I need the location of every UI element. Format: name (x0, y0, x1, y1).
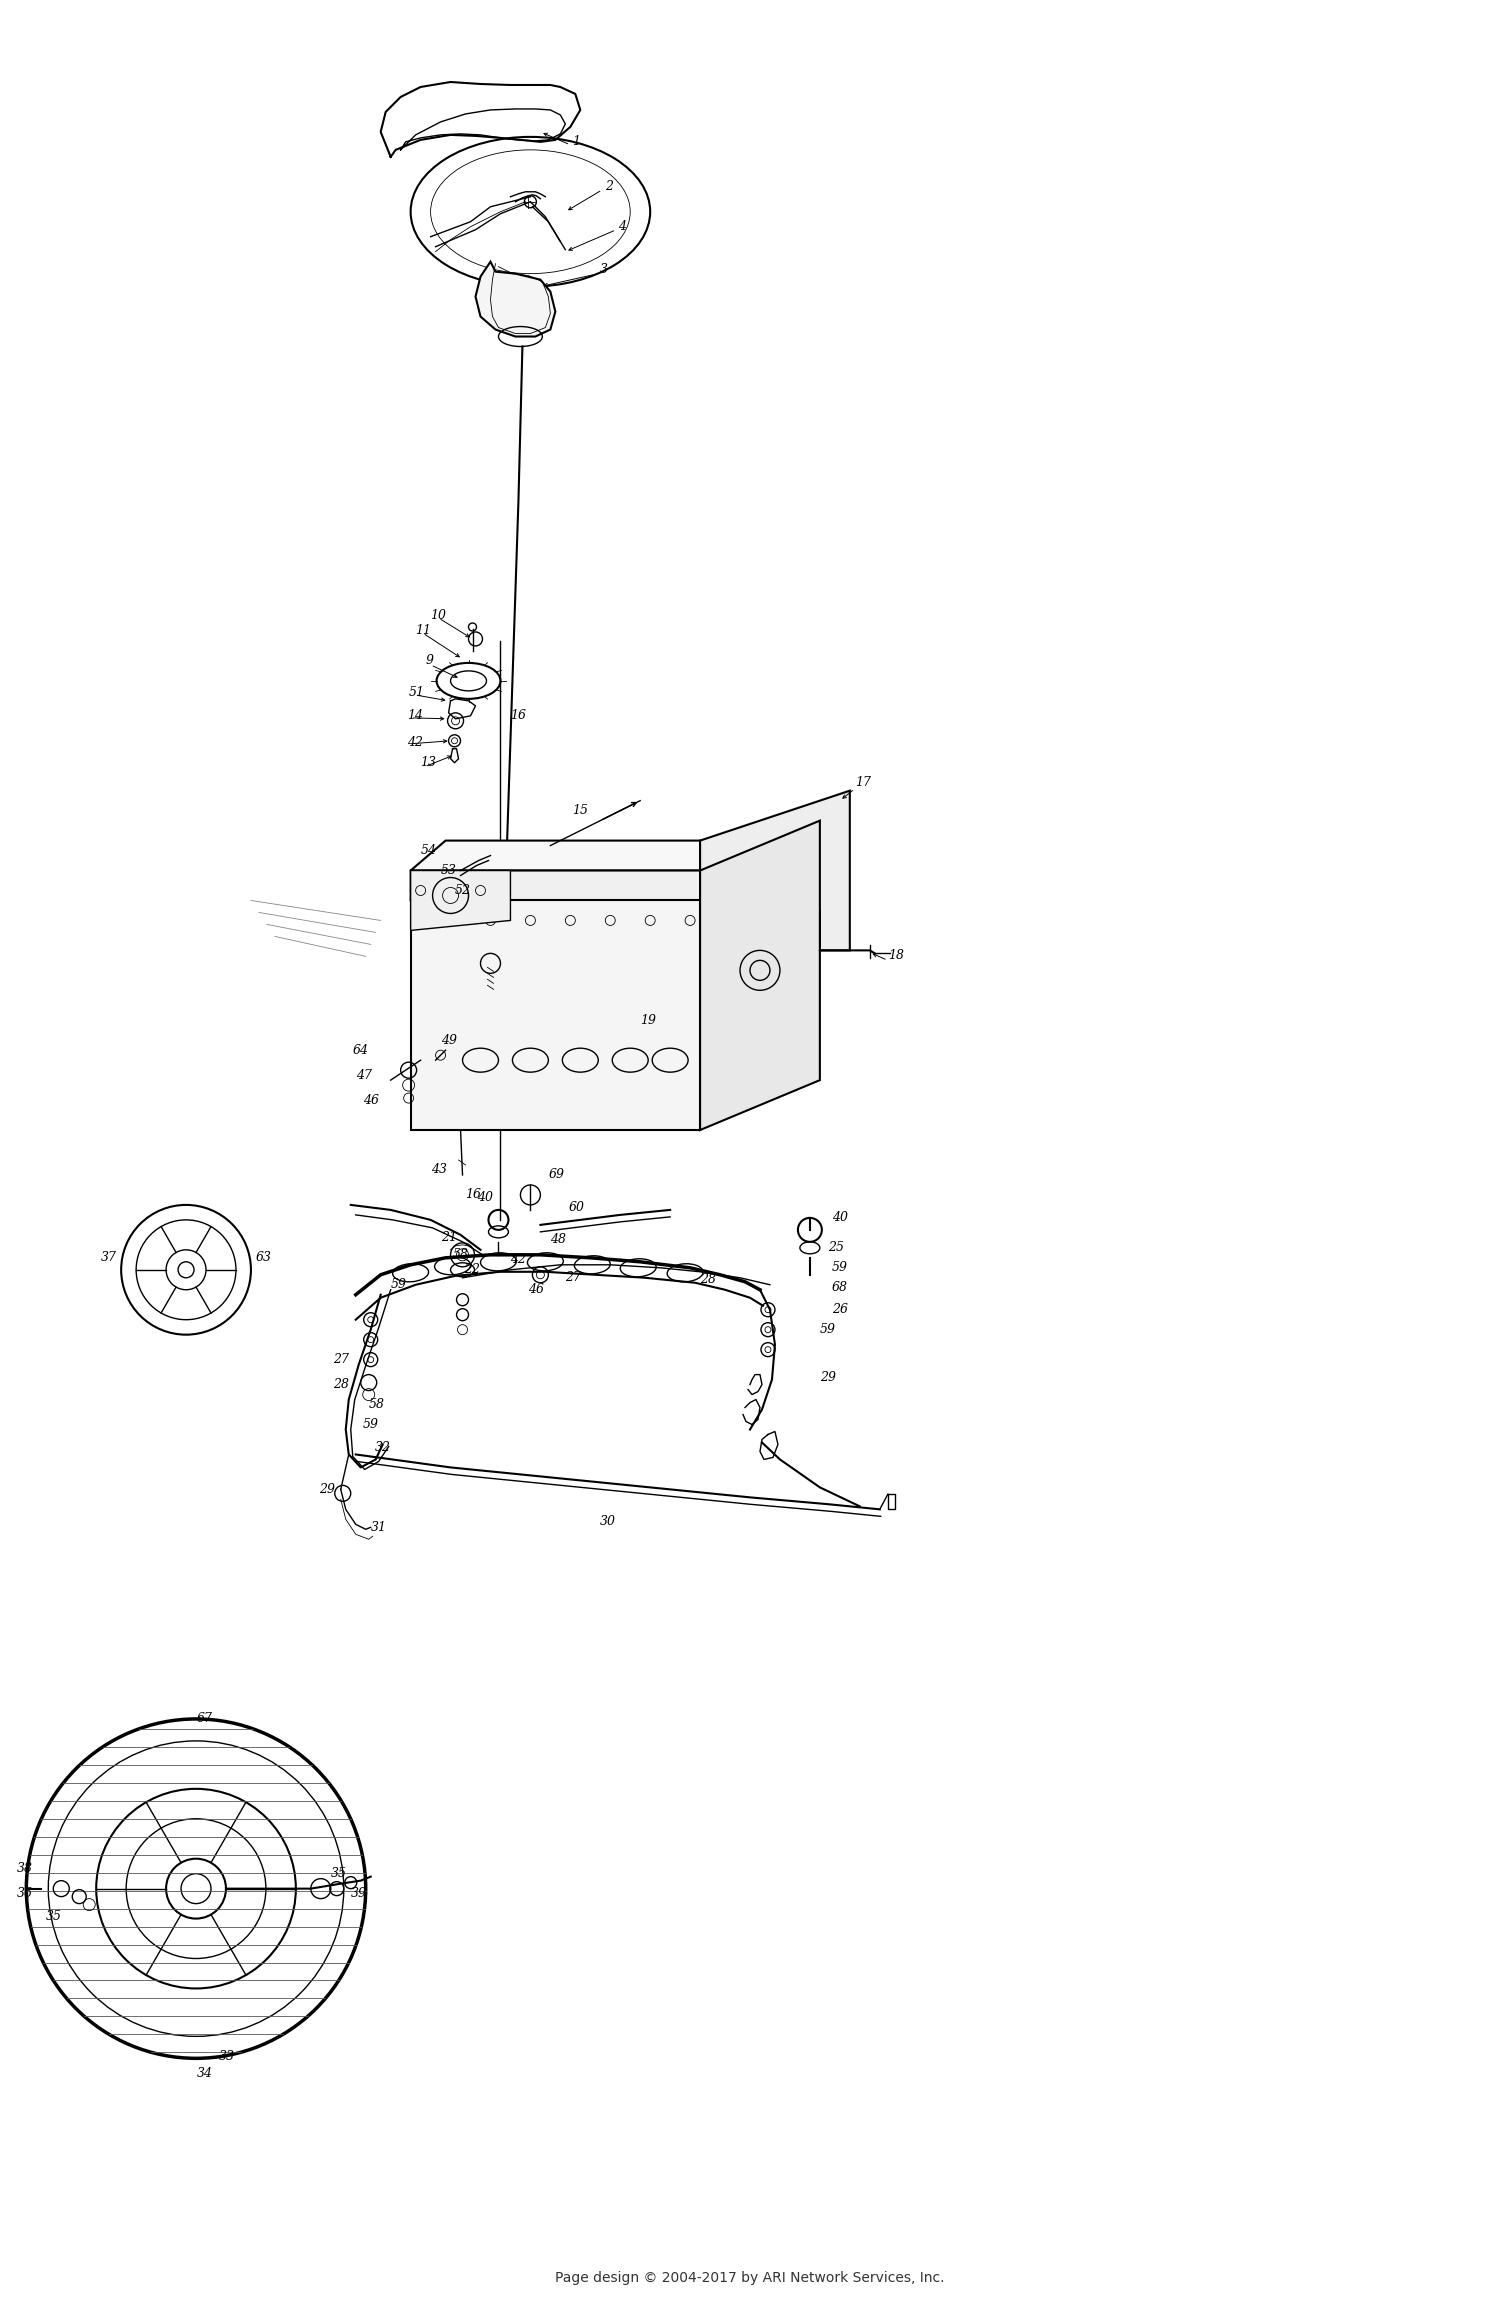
Text: 4: 4 (618, 220, 626, 234)
Text: 1: 1 (573, 136, 580, 148)
Text: 52: 52 (454, 883, 471, 897)
Text: 58: 58 (369, 1399, 384, 1410)
Text: 18: 18 (888, 948, 903, 962)
Text: 67: 67 (196, 1713, 213, 1725)
Text: 38: 38 (16, 1861, 33, 1875)
Text: 68: 68 (833, 1281, 848, 1295)
Text: 40: 40 (477, 1191, 494, 1205)
Text: 27: 27 (333, 1353, 350, 1366)
Text: 47: 47 (356, 1068, 372, 1082)
Text: 69: 69 (549, 1168, 564, 1181)
Polygon shape (411, 899, 700, 1131)
Text: 15: 15 (573, 805, 588, 816)
Text: 21: 21 (441, 1232, 456, 1244)
Text: 29: 29 (320, 1482, 334, 1496)
Text: 35: 35 (332, 1868, 346, 1880)
Text: 59: 59 (821, 1322, 836, 1336)
Text: 35: 35 (46, 1910, 63, 1924)
Text: 28: 28 (333, 1378, 350, 1392)
Text: 53: 53 (441, 865, 456, 876)
Polygon shape (411, 872, 700, 929)
Text: 11: 11 (416, 624, 432, 638)
Polygon shape (700, 791, 850, 950)
Text: 40: 40 (833, 1211, 848, 1225)
Text: 31: 31 (370, 1521, 387, 1533)
Text: 25: 25 (828, 1242, 844, 1255)
Text: 63: 63 (256, 1251, 272, 1265)
Text: Page design © 2004-2017 by ARI Network Services, Inc.: Page design © 2004-2017 by ARI Network S… (555, 2270, 945, 2284)
Text: 37: 37 (100, 1251, 117, 1265)
Text: 28: 28 (700, 1274, 715, 1285)
Text: 34: 34 (196, 2067, 213, 2081)
Text: 22: 22 (465, 1262, 480, 1276)
Text: 36: 36 (16, 1887, 33, 1900)
Text: 13: 13 (420, 756, 436, 770)
Text: 33: 33 (219, 2051, 236, 2062)
Text: 51: 51 (408, 687, 424, 698)
Text: 29: 29 (821, 1371, 836, 1385)
Text: 46: 46 (528, 1283, 544, 1297)
Text: 59: 59 (363, 1417, 378, 1431)
Text: 32: 32 (375, 1440, 390, 1454)
Text: 43: 43 (430, 1163, 447, 1177)
Text: 54: 54 (420, 844, 436, 858)
Text: 14: 14 (406, 710, 423, 721)
Text: 3: 3 (600, 264, 609, 275)
Text: 39: 39 (351, 1887, 366, 1900)
Polygon shape (411, 872, 510, 929)
Text: 60: 60 (568, 1202, 585, 1214)
Text: 16: 16 (510, 710, 526, 721)
Text: 59: 59 (390, 1279, 406, 1292)
Polygon shape (700, 821, 820, 1131)
Text: 59: 59 (833, 1262, 848, 1274)
Text: 42: 42 (406, 735, 423, 749)
Text: 64: 64 (352, 1043, 369, 1057)
Text: 2: 2 (606, 180, 613, 194)
Text: 49: 49 (441, 1033, 456, 1047)
Text: 9: 9 (426, 654, 433, 668)
Text: 16: 16 (465, 1188, 482, 1202)
Text: 10: 10 (430, 608, 447, 622)
Text: 17: 17 (855, 777, 871, 788)
Text: 58: 58 (453, 1248, 468, 1262)
Text: 27: 27 (566, 1272, 582, 1283)
Text: 48: 48 (550, 1232, 567, 1246)
Text: 26: 26 (833, 1304, 848, 1316)
Text: 30: 30 (600, 1514, 616, 1528)
Text: 42: 42 (510, 1253, 526, 1267)
Text: 46: 46 (363, 1094, 378, 1107)
Polygon shape (476, 261, 555, 338)
Polygon shape (411, 842, 700, 872)
Text: 19: 19 (640, 1013, 656, 1027)
